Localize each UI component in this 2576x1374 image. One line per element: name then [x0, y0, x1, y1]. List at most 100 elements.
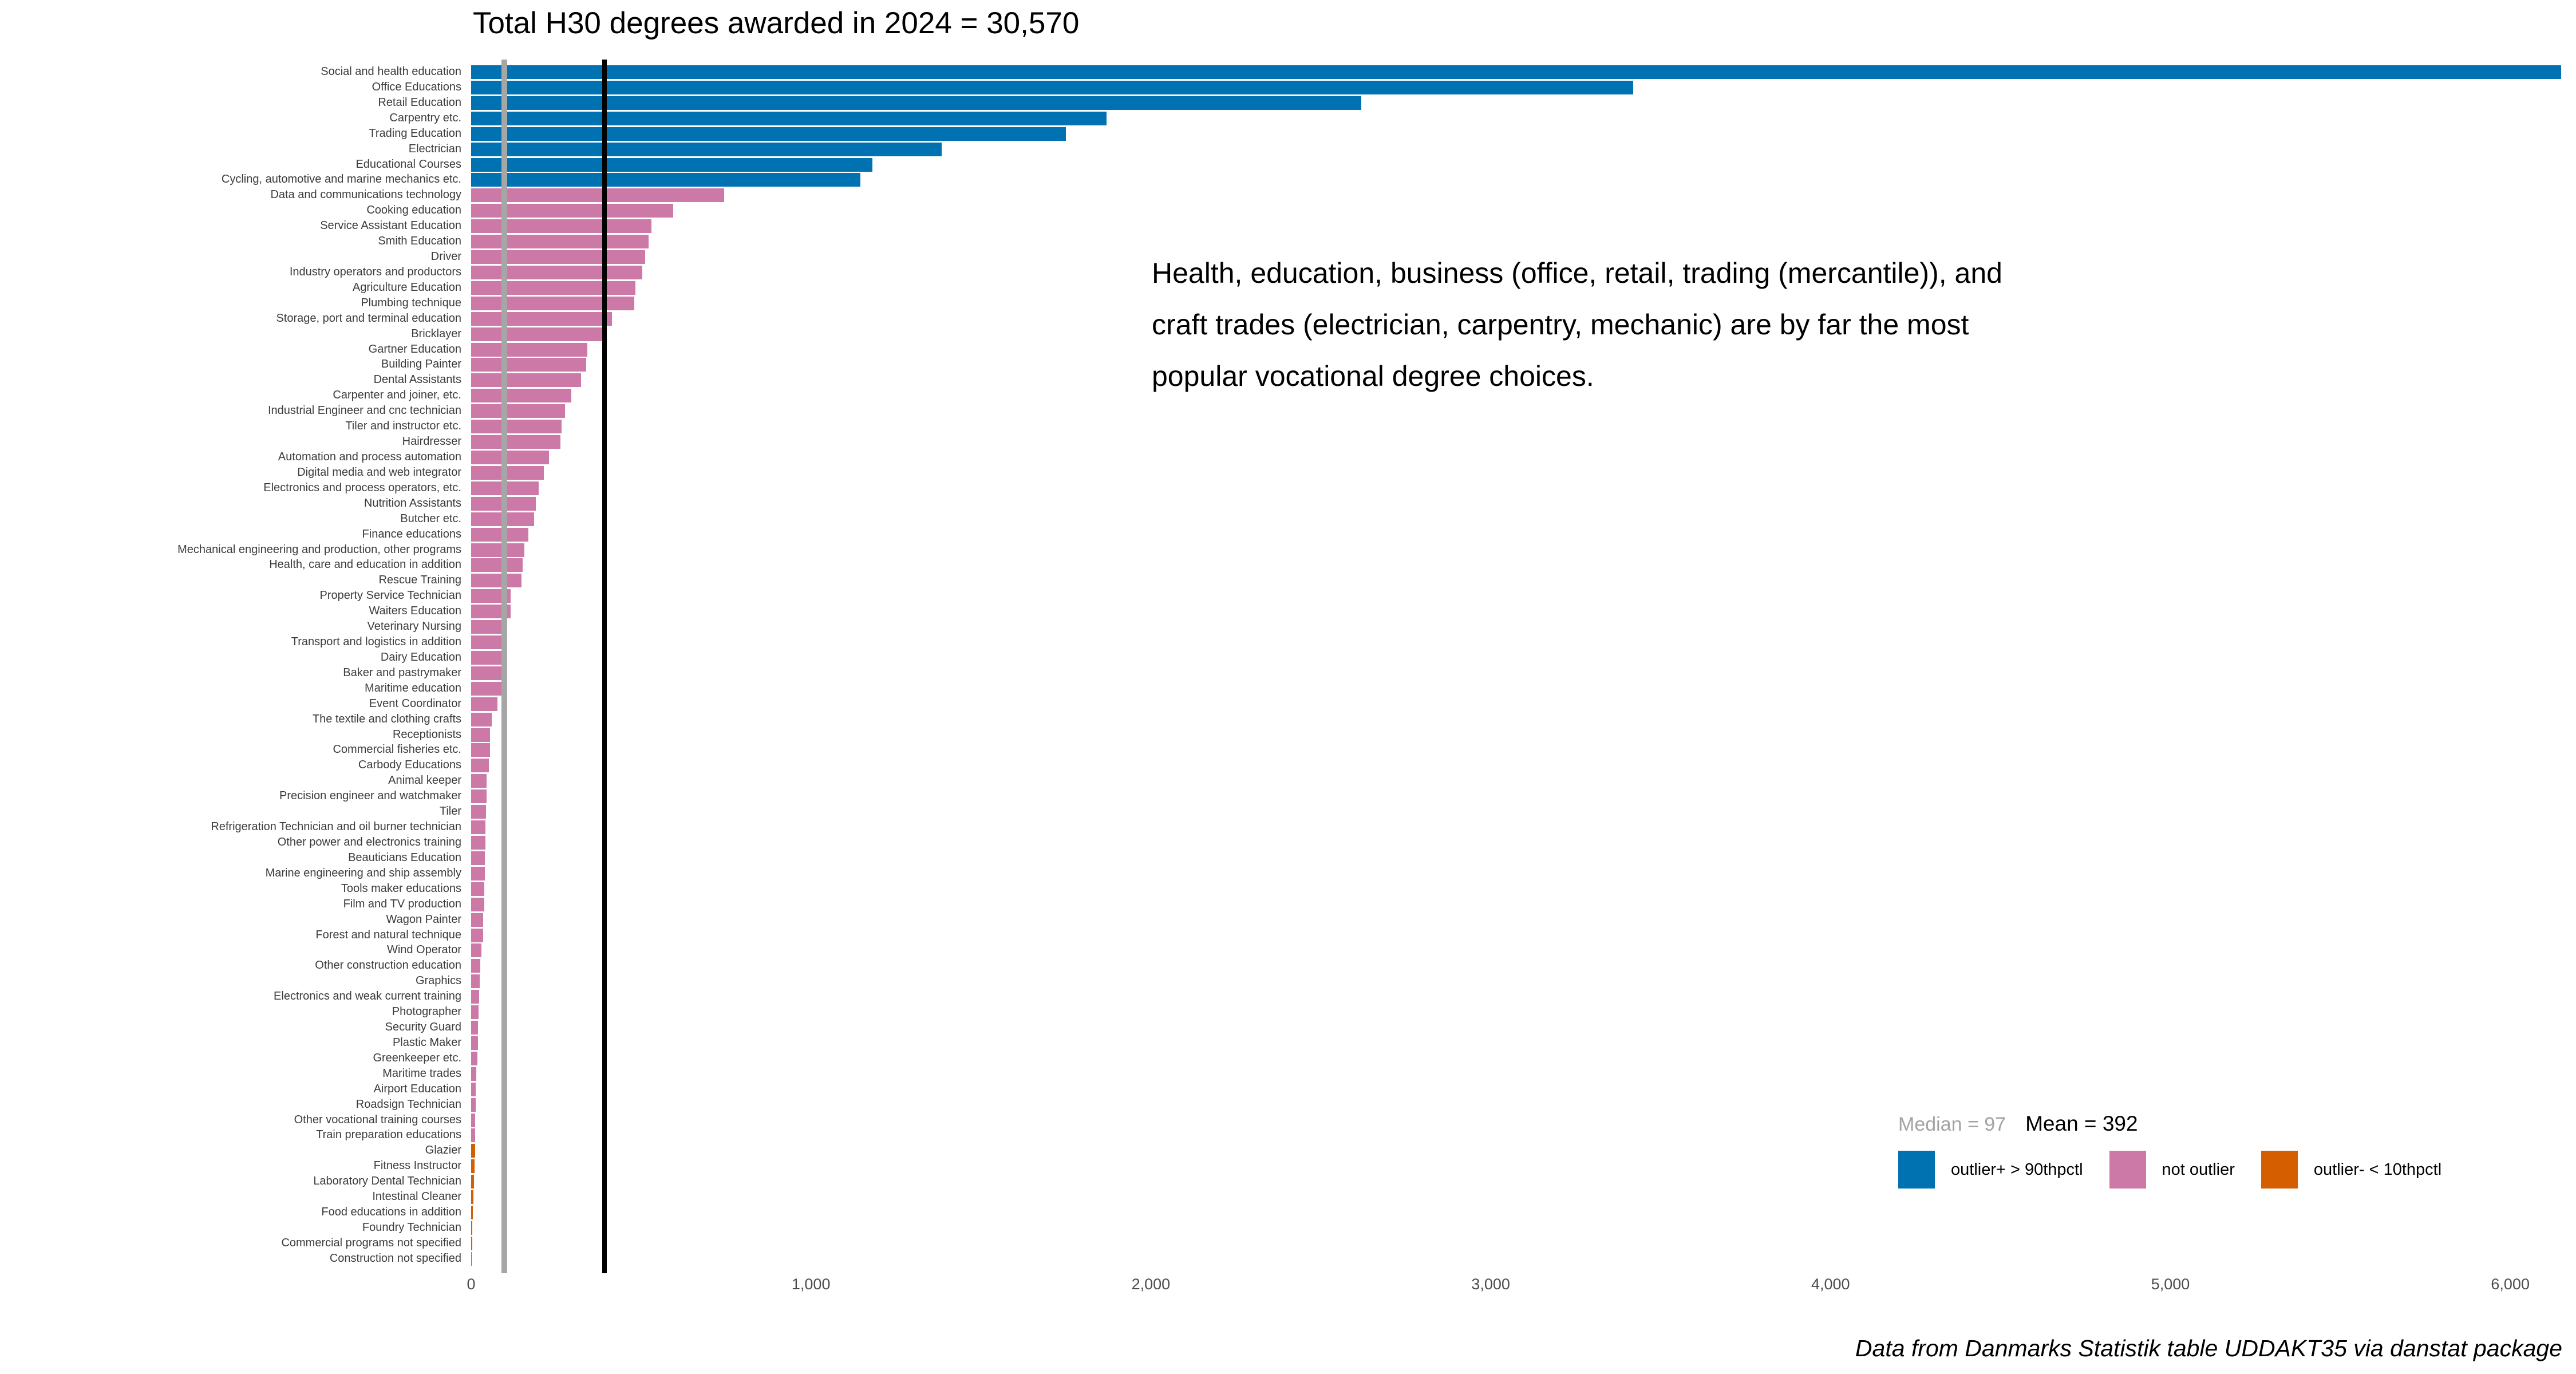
category-label: Nutrition Assistants	[364, 496, 461, 510]
bar	[471, 697, 498, 711]
bar-row: Maritime trades	[0, 1066, 2576, 1081]
bar-row: Fitness Instructor	[0, 1158, 2576, 1174]
category-label: Airport Education	[373, 1082, 461, 1095]
x-tick-label: 1,000	[791, 1276, 831, 1293]
legend-swatch-pink	[2109, 1151, 2146, 1189]
bar-row: Tools maker educations	[0, 881, 2576, 897]
category-label: Film and TV production	[343, 897, 461, 910]
bar-row: Electronics and weak current training	[0, 989, 2576, 1004]
bar	[471, 65, 2562, 79]
bar	[471, 1036, 478, 1050]
bar-row: Event Coordinator	[0, 696, 2576, 712]
bar-row: Waiters Education	[0, 603, 2576, 619]
bar-row: Cycling, automotive and marine mechanics…	[0, 172, 2576, 187]
bar	[471, 1113, 476, 1127]
bar	[471, 127, 1066, 141]
category-label: Maritime education	[365, 681, 461, 694]
category-label: The textile and clothing crafts	[312, 712, 461, 725]
median-reference-line	[501, 60, 507, 1273]
bar-row: Trading Education	[0, 126, 2576, 141]
bar	[471, 743, 490, 757]
bar	[471, 866, 485, 881]
category-label: Bricklayer	[411, 327, 461, 340]
bar-row: Construction not specified	[0, 1251, 2576, 1266]
bar-row: Veterinary Nursing	[0, 619, 2576, 634]
bar-row: Property Service Technician	[0, 588, 2576, 603]
category-label: Service Assistant Education	[320, 219, 461, 232]
category-label: Data and communications technology	[270, 188, 461, 202]
bar-row: Dental Assistants	[0, 372, 2576, 388]
bar-row: Bricklayer	[0, 326, 2576, 342]
legend-item-outlier-high: outlier+ > 90thpctl	[1898, 1151, 2083, 1189]
bar	[471, 435, 561, 449]
bar	[471, 527, 528, 542]
bar	[471, 974, 480, 989]
bar	[471, 1144, 475, 1158]
bar-row: Cooking education	[0, 203, 2576, 218]
bar-row: Storage, port and terminal education	[0, 311, 2576, 326]
bar	[471, 281, 636, 295]
category-label: Industrial Engineer and cnc technician	[268, 404, 461, 417]
category-label: Plastic Maker	[392, 1036, 461, 1049]
bar	[471, 111, 1107, 125]
bar	[471, 650, 505, 665]
bar	[471, 1051, 477, 1065]
bar-row: Hairdresser	[0, 434, 2576, 449]
category-label: Industry operators and productors	[289, 265, 461, 278]
bar	[471, 142, 942, 156]
category-label: Beauticians Education	[348, 851, 461, 864]
bar	[471, 173, 860, 187]
category-label: Wind Operator	[386, 943, 461, 957]
category-label: Gartner Education	[368, 342, 461, 356]
bar-row: Transport and logistics in addition	[0, 634, 2576, 650]
bar-row: Other construction education	[0, 958, 2576, 973]
bar-row: Intestinal Cleaner	[0, 1189, 2576, 1205]
mean-stat-label: Mean = 392	[2025, 1112, 2138, 1135]
bar-row: Electrician	[0, 141, 2576, 157]
bar-row: Photographer	[0, 1004, 2576, 1020]
category-label: Office Educations	[372, 80, 461, 93]
bar-row: Other power and electronics training	[0, 835, 2576, 850]
bar-row: Carpenter and joiner, etc.	[0, 388, 2576, 403]
bar-row: Automation and process automation	[0, 449, 2576, 465]
bar-row: Greenkeeper etc.	[0, 1051, 2576, 1066]
bar-row: Airport Education	[0, 1081, 2576, 1097]
bar	[471, 235, 649, 249]
median-stat-label: Median = 97	[1898, 1114, 2006, 1135]
category-label: Tools maker educations	[341, 882, 461, 895]
bar	[471, 404, 566, 418]
category-label: Driver	[430, 250, 461, 263]
bar-row: Animal keeper	[0, 773, 2576, 788]
category-label: Dental Assistants	[373, 373, 461, 386]
legend-swatch-orange	[2261, 1151, 2298, 1189]
bar-row: Finance educations	[0, 527, 2576, 542]
category-label: Refrigeration Technician and oil burner …	[211, 820, 461, 834]
x-tick-label: 0	[467, 1276, 476, 1293]
bar-row: Foundry Technician	[0, 1220, 2576, 1235]
bar	[471, 1082, 476, 1096]
category-label: Transport and logistics in addition	[291, 635, 461, 649]
bar	[471, 620, 505, 634]
bar	[471, 712, 492, 727]
bar	[471, 635, 505, 650]
category-label: Mechanical engineering and production, o…	[177, 543, 461, 556]
bar	[471, 342, 588, 357]
bar	[471, 358, 587, 372]
bar	[471, 219, 651, 234]
bar-row: Retail Education	[0, 95, 2576, 110]
bar-row: Wind Operator	[0, 942, 2576, 958]
category-label: Storage, port and terminal education	[276, 311, 461, 325]
category-label: Dairy Education	[380, 650, 461, 664]
bar	[471, 188, 725, 203]
bar	[471, 465, 544, 480]
bar-row: Digital media and web integrator	[0, 465, 2576, 480]
bar-row: Maritime education	[0, 681, 2576, 696]
category-label: Carpenter and joiner, etc.	[333, 389, 461, 402]
x-tick-label: 3,000	[1471, 1276, 1510, 1293]
category-label: Waiters Education	[369, 605, 461, 618]
category-label: Laboratory Dental Technician	[313, 1175, 461, 1188]
bar	[471, 311, 613, 326]
category-label: Marine engineering and ship assembly	[265, 866, 461, 879]
bar	[471, 1128, 476, 1143]
